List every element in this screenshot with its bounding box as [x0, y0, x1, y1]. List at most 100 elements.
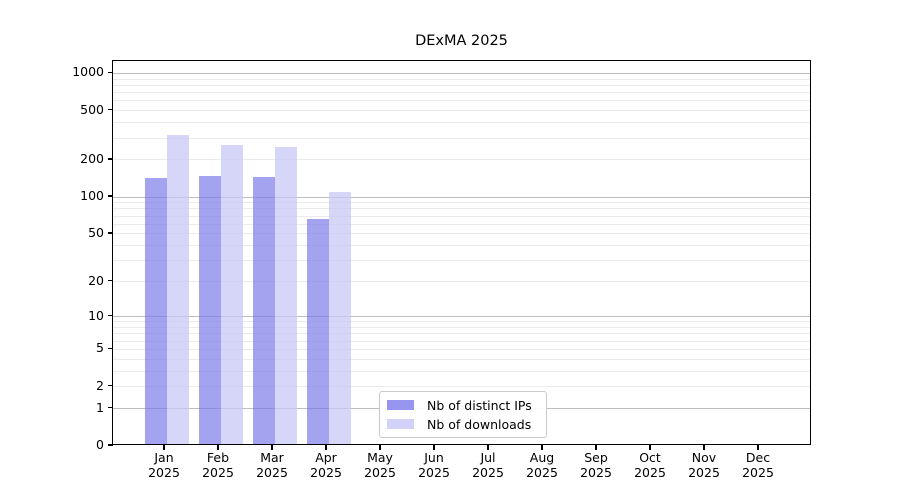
- x-tick-label-nov: Nov 2025: [674, 450, 734, 480]
- gridline-minor-500: [113, 110, 810, 112]
- y-tick-10: [107, 315, 113, 317]
- y-tick-1000: [107, 71, 113, 74]
- y-tick-5: [107, 347, 113, 350]
- x-tick-label-month: Dec: [745, 450, 771, 465]
- bar-nb-of-distinct-ips-apr: [307, 218, 329, 444]
- gridline-minor-700: [113, 92, 810, 94]
- y-tick-label-20: 20: [88, 272, 104, 288]
- x-tick-label-month: Nov: [691, 450, 717, 465]
- bar-nb-of-distinct-ips-feb: [199, 175, 221, 444]
- y-tick-label-0: 0: [96, 437, 104, 452]
- x-tick-label-month: May: [367, 450, 393, 465]
- x-tick-label-month: Sep: [584, 450, 608, 465]
- legend-swatch-downloads: [387, 419, 414, 429]
- gridline-minor-5: [113, 348, 810, 350]
- x-tick-label-jun: Jun 2025: [404, 450, 464, 480]
- legend-swatch-distinct-ips: [387, 400, 414, 410]
- plot-area: Nb of distinct IPs Nb of downloads: [112, 60, 811, 445]
- x-tick-jul: [487, 445, 489, 450]
- bar-nb-of-distinct-ips-jan: [145, 177, 167, 444]
- gridline-minor-60: [113, 223, 810, 225]
- y-tick-label-10: 10: [88, 307, 104, 323]
- x-tick-oct: [649, 445, 651, 450]
- x-tick-label-sep: Sep 2025: [566, 450, 626, 480]
- gridline-minor-80: [113, 208, 810, 210]
- x-tick-jan: [163, 445, 165, 450]
- y-tick-label-1000: 1000: [72, 64, 104, 80]
- x-tick-label-may: May 2025: [350, 450, 410, 480]
- y-tick-label-100: 100: [80, 188, 104, 204]
- x-tick-label-month: Jan: [154, 450, 174, 465]
- bar-nb-of-downloads-jan: [167, 135, 189, 444]
- legend-item-downloads: Nb of downloads: [387, 417, 538, 432]
- x-tick-label-month: Jul: [480, 450, 496, 465]
- gridline-minor-2: [113, 386, 810, 388]
- gridline-major-100: [113, 196, 810, 198]
- x-tick-label-year: 2025: [472, 464, 504, 480]
- gridline-minor-300: [113, 137, 810, 139]
- y-tick-label-2: 2: [96, 377, 104, 393]
- x-tick-label-year: 2025: [256, 464, 288, 480]
- gridline-minor-600: [113, 100, 810, 102]
- y-tick-label-5: 5: [96, 340, 104, 356]
- y-tick-0: [107, 444, 113, 446]
- x-tick-label-year: 2025: [634, 464, 666, 480]
- x-tick-label-jul: Jul 2025: [458, 450, 518, 480]
- gridline-minor-6: [113, 340, 810, 342]
- x-tick-label-month: Oct: [639, 450, 661, 465]
- chart-title: DExMA 2025: [415, 33, 508, 49]
- gridline-minor-50: [113, 233, 810, 235]
- x-tick-label-month: Apr: [315, 450, 337, 465]
- x-tick-label-year: 2025: [310, 464, 342, 480]
- x-tick-apr: [325, 445, 327, 450]
- gridline-minor-3: [113, 370, 810, 372]
- gridline-minor-8: [113, 326, 810, 328]
- x-tick-label-year: 2025: [688, 464, 720, 480]
- x-tick-aug: [541, 445, 543, 450]
- y-tick-label-200: 200: [80, 150, 104, 166]
- gridline-minor-90: [113, 202, 810, 204]
- x-tick-dec: [757, 445, 759, 450]
- x-tick-label-month: Mar: [260, 450, 284, 465]
- x-tick-mar: [271, 445, 273, 450]
- x-tick-label-month: Aug: [529, 450, 555, 465]
- x-tick-label-dec: Dec 2025: [728, 450, 788, 480]
- bar-nb-of-downloads-feb: [221, 144, 243, 444]
- x-tick-label-year: 2025: [148, 464, 180, 480]
- x-tick-sep: [595, 445, 597, 450]
- legend: Nb of distinct IPs Nb of downloads: [379, 391, 547, 438]
- legend-item-distinct-ips: Nb of distinct IPs: [387, 398, 538, 413]
- y-tick-200: [107, 158, 113, 160]
- gridline-minor-900: [113, 78, 810, 80]
- x-tick-label-year: 2025: [580, 464, 612, 480]
- gridline-major-10: [113, 316, 810, 318]
- x-tick-label-feb: Feb 2025: [188, 450, 248, 480]
- y-tick-label-1: 1: [96, 399, 104, 415]
- x-tick-jun: [433, 445, 435, 450]
- gridline-major-1000: [113, 72, 810, 74]
- gridline-minor-7: [113, 333, 810, 335]
- x-tick-label-mar: Mar 2025: [242, 450, 302, 480]
- gridline-minor-800: [113, 84, 810, 86]
- x-tick-label-year: 2025: [742, 464, 774, 480]
- gridline-minor-9: [113, 321, 810, 323]
- gridline-minor-70: [113, 215, 810, 217]
- y-tick-label-50: 50: [88, 224, 104, 240]
- y-tick-1: [107, 407, 113, 409]
- x-tick-label-year: 2025: [202, 464, 234, 480]
- x-tick-label-year: 2025: [526, 464, 558, 480]
- y-tick-label-500: 500: [80, 101, 104, 117]
- gridline-minor-4: [113, 358, 810, 360]
- y-tick-2: [107, 385, 113, 387]
- x-tick-label-year: 2025: [364, 464, 396, 480]
- x-tick-feb: [217, 445, 219, 450]
- y-tick-50: [107, 232, 113, 234]
- gridline-minor-40: [113, 245, 810, 247]
- y-tick-100: [107, 195, 113, 197]
- x-tick-nov: [703, 445, 705, 450]
- x-tick-may: [379, 445, 381, 450]
- bar-nb-of-downloads-apr: [329, 191, 351, 444]
- y-tick-500: [107, 109, 113, 111]
- x-tick-label-apr: Apr 2025: [296, 450, 356, 480]
